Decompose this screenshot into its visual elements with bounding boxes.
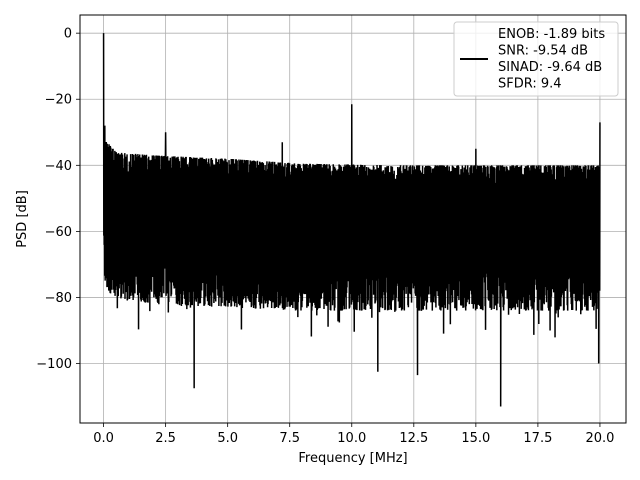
y-tick-label: 0 bbox=[64, 27, 72, 42]
legend-box bbox=[453, 21, 619, 97]
x-tick-label: 0.0 bbox=[93, 431, 114, 446]
x-tick-label: 15.0 bbox=[461, 431, 490, 446]
legend-entry: SNR: -9.54 dB bbox=[498, 44, 588, 59]
legend-entry: SINAD: -9.64 dB bbox=[498, 60, 602, 75]
y-tick-label: −40 bbox=[45, 159, 72, 174]
x-axis-label: Frequency [MHz] bbox=[298, 451, 407, 466]
plot-frame bbox=[79, 14, 627, 424]
psd-line bbox=[102, 33, 601, 407]
x-tick-label: 10.0 bbox=[337, 431, 366, 446]
y-tick-label: −20 bbox=[45, 93, 72, 108]
x-tick-label: 5.0 bbox=[217, 431, 238, 446]
x-tick-label: 17.5 bbox=[523, 431, 552, 446]
legend-entry: ENOB: -1.89 bits bbox=[498, 27, 605, 42]
psd-series bbox=[102, 33, 601, 407]
y-tick-label: −60 bbox=[45, 225, 72, 240]
x-axis-ticks: 0.0 2.5 5.0 7.5 10.0 12.5 15.0 17.5 20.0 bbox=[93, 423, 614, 446]
y-axis-label: PSD [dB] bbox=[15, 190, 30, 248]
y-axis-ticks: 0 −20 −40 −60 −80 −100 bbox=[36, 27, 80, 372]
y-tick-label: −100 bbox=[36, 357, 72, 372]
y-tick-label: −80 bbox=[45, 291, 72, 306]
x-tick-label: 7.5 bbox=[279, 431, 300, 446]
legend-entry: SFDR: 9.4 bbox=[498, 77, 562, 92]
x-tick-label: 20.0 bbox=[585, 431, 614, 446]
x-tick-label: 2.5 bbox=[155, 431, 176, 446]
x-tick-label: 12.5 bbox=[399, 431, 428, 446]
